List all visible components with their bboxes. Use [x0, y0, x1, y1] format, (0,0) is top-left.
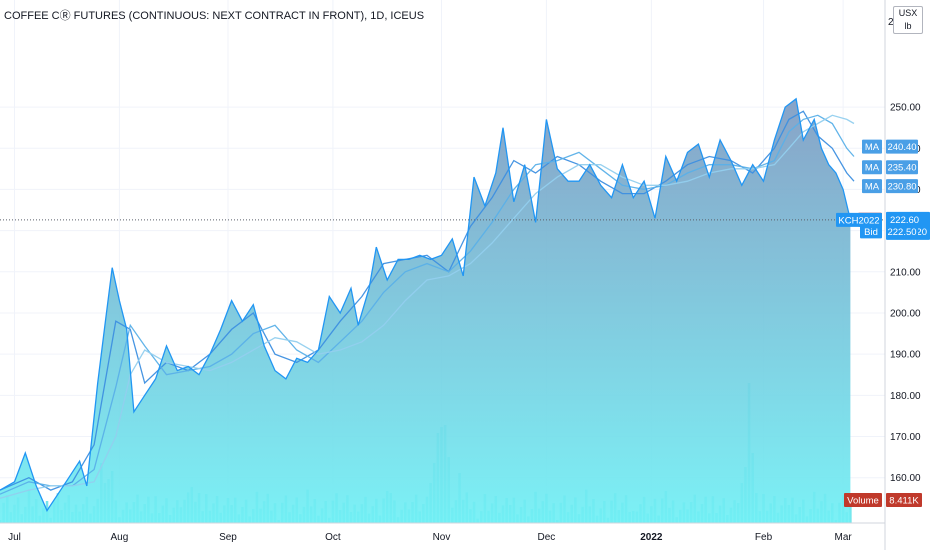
x-tick-label: Oct [325, 532, 341, 543]
price-line-layer [0, 97, 852, 512]
y-tick-label: 180.00 [890, 391, 921, 402]
volume-label: Volume [847, 496, 879, 507]
bid-value: 222.50 [887, 227, 916, 238]
bid-label-box [860, 224, 882, 239]
y-tick-label: 170.00 [890, 432, 921, 443]
ma-tag-label: MA [865, 163, 880, 174]
bid-label: Bid [864, 227, 878, 238]
ma-tag-value: 240.40 [887, 142, 916, 153]
currency-label: USX [898, 8, 918, 18]
y-tick-label: 190.00 [890, 350, 921, 361]
x-tick-label: 2022 [640, 532, 663, 543]
y-tick-label: 200.00 [890, 308, 921, 319]
ma-tag-value-box [886, 160, 918, 175]
bid-value-box [886, 224, 918, 239]
currency-unit-selector[interactable]: USX lb [893, 6, 923, 34]
unit-label: lb [904, 21, 912, 31]
price-area [0, 98, 851, 524]
volume-label-box [844, 493, 882, 507]
y-tick-label: 210.00 [890, 267, 921, 278]
ma-tag-label-box [862, 139, 882, 154]
ma-line-3 [0, 114, 855, 499]
ma-tag-value: 230.80 [887, 182, 916, 193]
time-axis[interactable]: Jul Aug Sep Oct Nov Dec 2022 Feb Mar [8, 532, 852, 543]
ma-tag-value-box [886, 139, 918, 154]
volume-value: 8.411K [889, 496, 919, 507]
ma-tag-label-box [862, 160, 882, 175]
x-tick-label: Nov [433, 532, 451, 543]
price-tags: MA240.40MA235.40MA230.80Ask222.65KCH2022… [836, 139, 930, 507]
last-symbol: KCH2022 [838, 215, 879, 226]
x-tick-label: Sep [219, 532, 237, 543]
y-tick-label: 160.00 [890, 473, 921, 484]
x-tick-label: Aug [111, 532, 129, 543]
y-tick-label: 250.00 [890, 103, 921, 114]
ma-tag-label: MA [865, 142, 880, 153]
price-axis[interactable]: 160.00170.00180.00190.00200.00210.00220.… [888, 17, 921, 484]
volume-value-box [886, 493, 922, 507]
x-tick-label: Jul [8, 532, 21, 543]
ma-tag-label: MA [865, 182, 880, 193]
price-area-fill [0, 98, 851, 524]
x-tick-label: Mar [835, 532, 853, 543]
last-symbol-box [836, 212, 882, 227]
ma-tag-value-box [886, 179, 918, 194]
ma-tag-label-box [862, 179, 882, 194]
chart-title: COFFEE CⓇ FUTURES (CONTINUOUS: NEXT CONT… [4, 10, 425, 22]
x-tick-label: Dec [538, 532, 556, 543]
moving-averages [0, 110, 855, 499]
ma-tag-value: 235.40 [887, 163, 916, 174]
x-tick-label: Feb [755, 532, 773, 543]
price-line [0, 97, 852, 512]
last-price: 222.60 [890, 215, 919, 226]
